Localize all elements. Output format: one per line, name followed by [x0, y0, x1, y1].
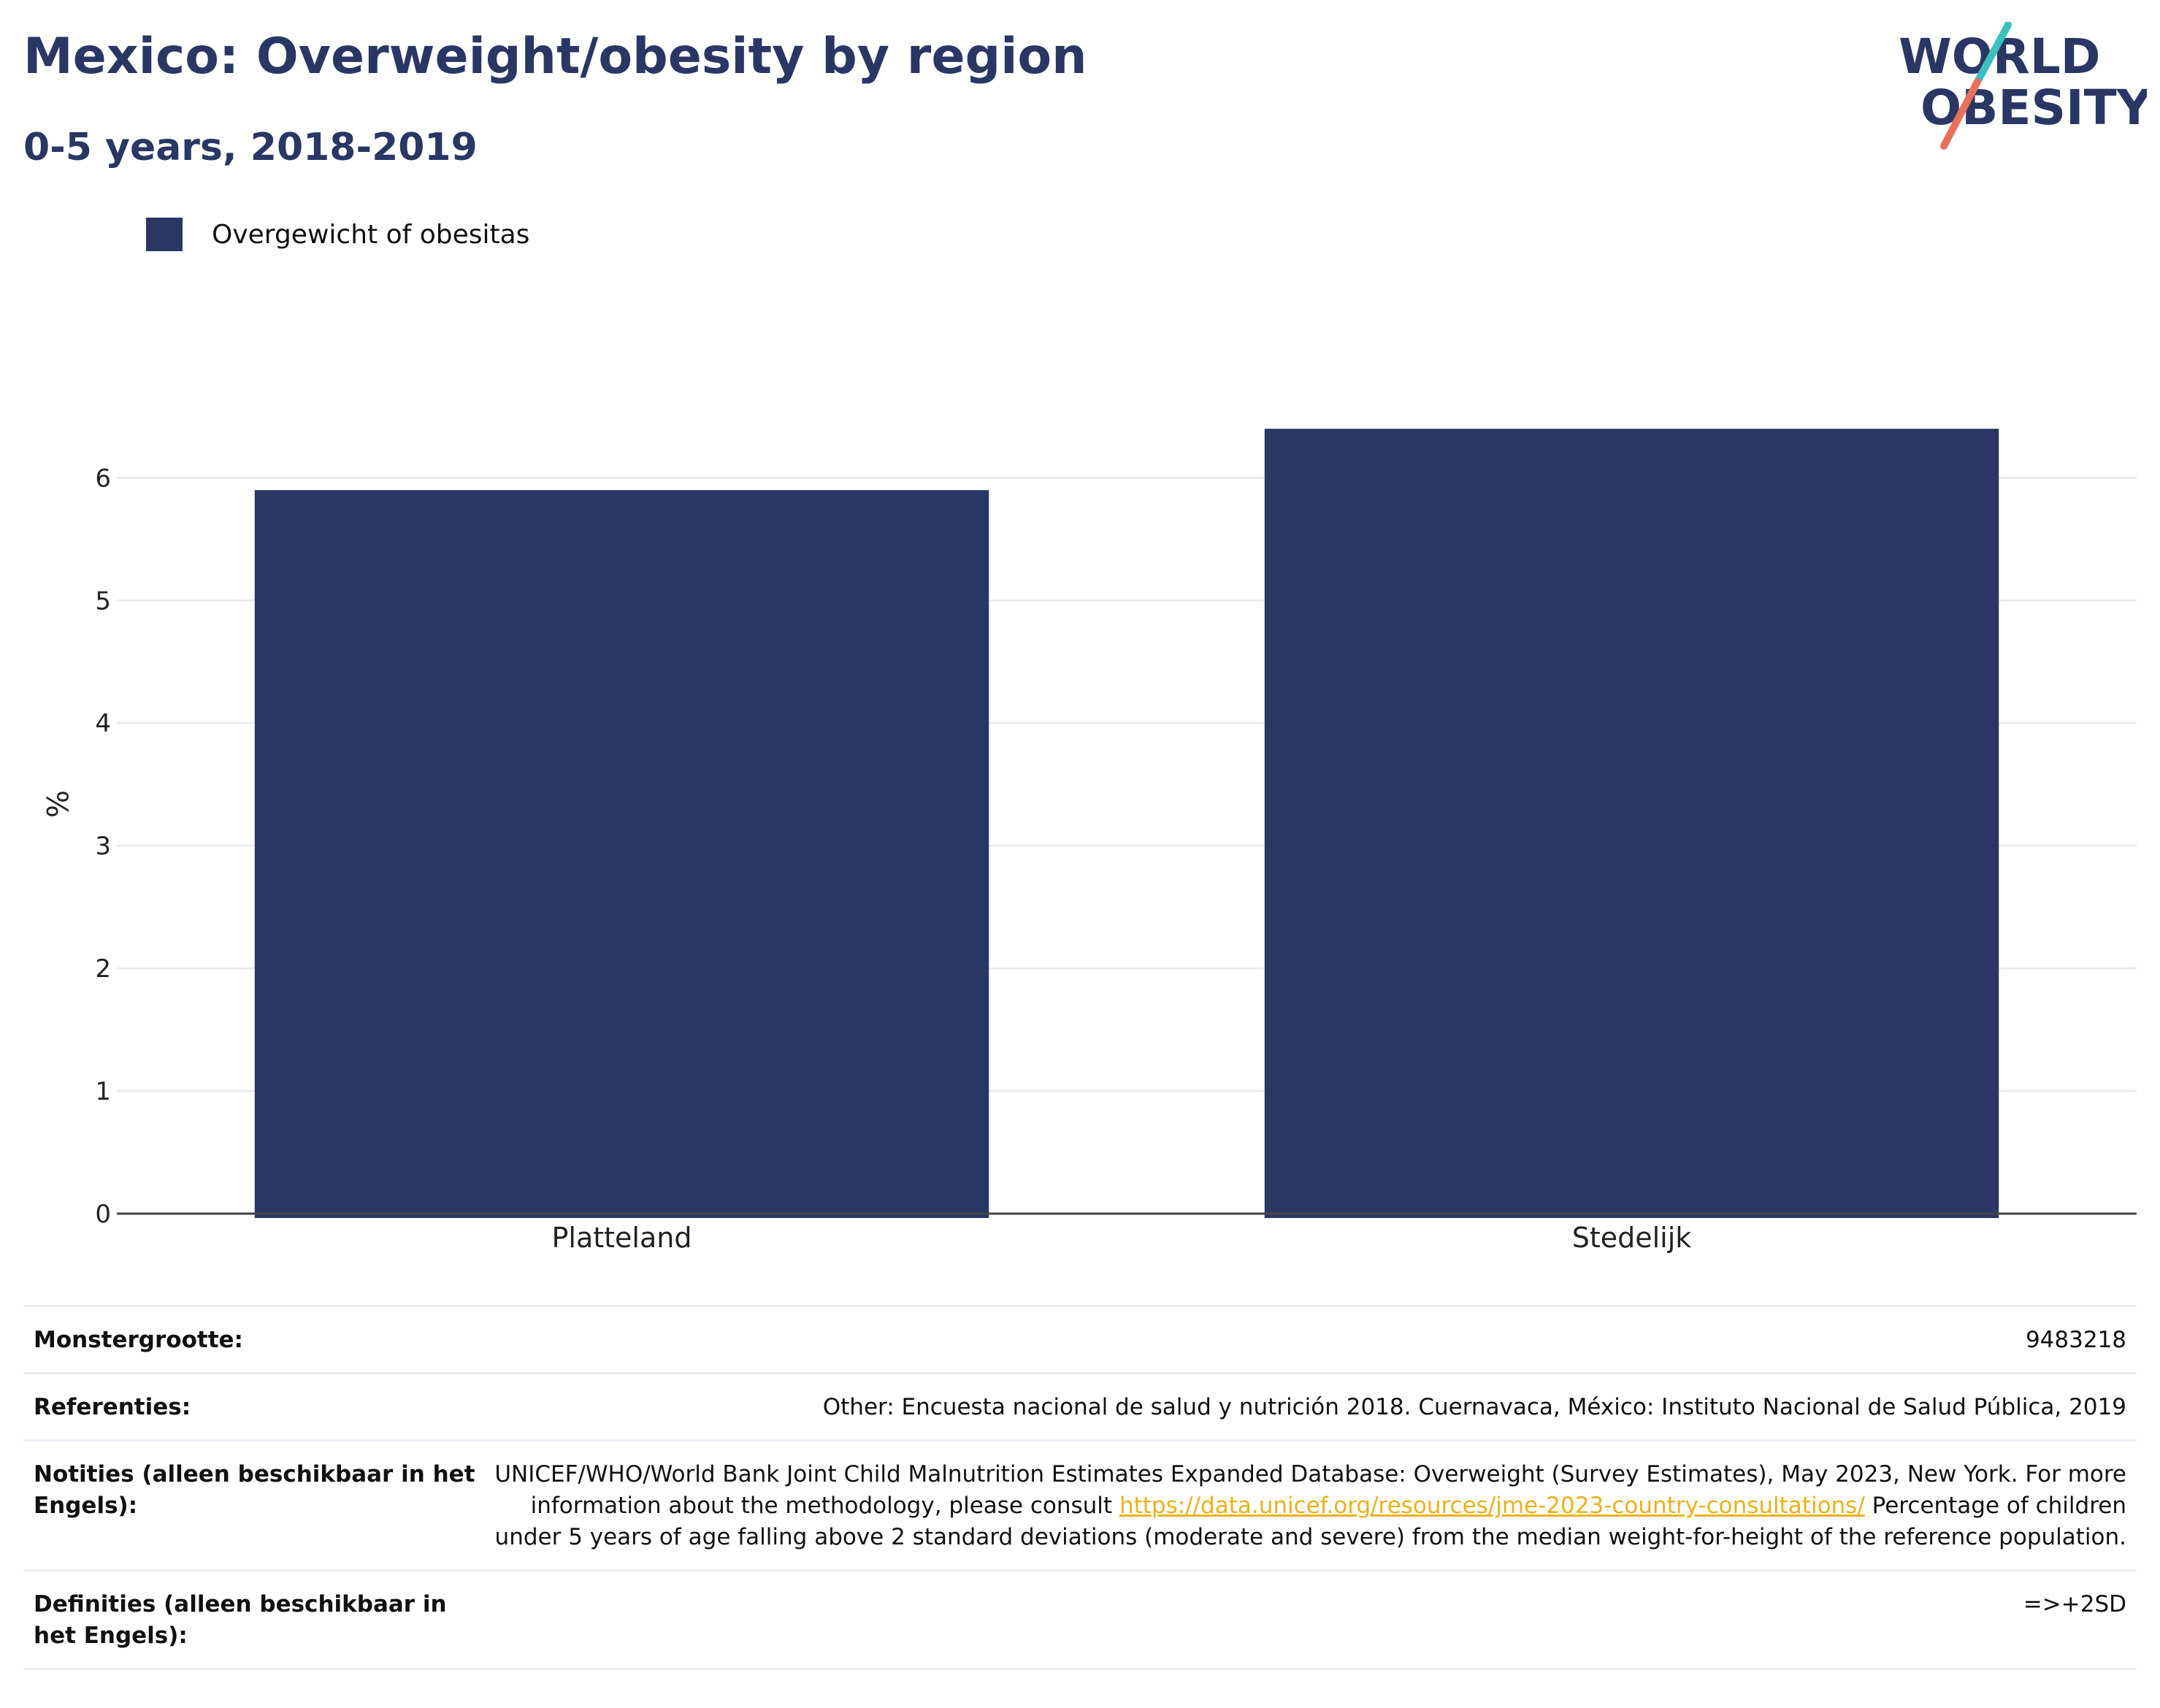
info-label-references: Referenties: [34, 1394, 191, 1420]
y-tick-label: 6 [95, 464, 111, 493]
notes-text-before: UNICEF/WHO/World Bank Joint Child Malnut… [494, 1461, 2126, 1519]
legend-swatch-overweight [146, 218, 183, 251]
notes-text-after: Percentage of children under 5 years of … [494, 1493, 2126, 1550]
info-value-references: Other: Encuesta nacional de salud y nutr… [822, 1394, 2126, 1420]
y-tick-label: 4 [95, 709, 111, 738]
chart-title: Mexico: Overweight/obesity by region [23, 28, 1087, 85]
info-label-notes: Notities (alleen beschikbaar in het Enge… [34, 1461, 475, 1519]
y-axis-label: % [39, 790, 73, 818]
y-tick-label: 1 [95, 1077, 111, 1106]
info-table: Monstergrootte: 9483218 Referenties: Oth… [23, 1305, 2137, 1670]
methodology-link[interactable]: https://data.unicef.org/resources/jme-20… [1119, 1493, 1865, 1519]
x-tick-label: Platteland [552, 1222, 692, 1254]
chart-subtitle: 0-5 years, 2018-2019 [23, 126, 478, 169]
info-row-definitions: Definities (alleen beschikbaar in het En… [23, 1571, 2137, 1670]
logo-slash-teal [1974, 22, 2012, 85]
bar-chart: 0 1 2 3 4 5 6 Platteland Stedelijk% [39, 429, 2137, 1254]
y-tick-label: 2 [95, 954, 111, 984]
info-row-references: Referenties: Other: Encuesta nacional de… [23, 1374, 2137, 1441]
info-value-notes: UNICEF/WHO/World Bank Joint Child Malnut… [486, 1459, 2126, 1553]
chart-legend[interactable]: Overgewicht of obesitas [146, 218, 529, 251]
info-row-notes: Notities (alleen beschikbaar in het Enge… [23, 1441, 2137, 1571]
y-tick-label: 3 [95, 832, 111, 861]
info-label-definitions: Definities (alleen beschikbaar in het En… [34, 1591, 447, 1649]
world-obesity-logo: WORLD OBESITY [1899, 22, 2147, 150]
logo-slash-coral [1940, 78, 1981, 150]
y-tick-label: 5 [95, 586, 111, 616]
x-tick-label: Stedelijk [1572, 1222, 1692, 1254]
info-value-definitions: =>+2SD [2023, 1591, 2126, 1617]
info-row-sample-size: Monstergrootte: 9483218 [23, 1307, 2137, 1374]
info-label-sample-size: Monstergrootte: [34, 1327, 243, 1353]
legend-label-overweight: Overgewicht of obesitas [212, 219, 530, 250]
bar [1264, 429, 1999, 1218]
y-tick-label: 0 [95, 1200, 111, 1229]
info-value-sample-size: 9483218 [2025, 1327, 2126, 1353]
bar [254, 490, 989, 1218]
